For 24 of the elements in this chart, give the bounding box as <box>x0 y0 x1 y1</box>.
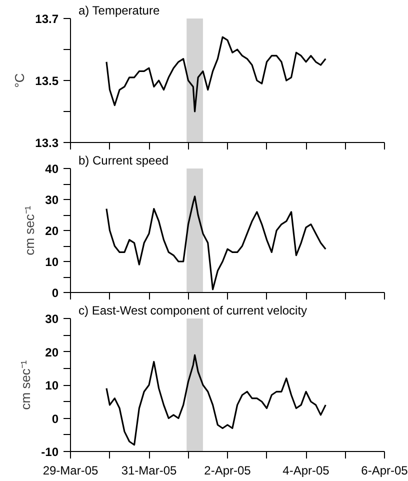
chart-title: b) Current speed <box>78 154 169 168</box>
y-tick-label: 10 <box>45 255 59 269</box>
y-tick-label: 30 <box>45 312 59 326</box>
y-tick-label: -10 <box>41 445 59 459</box>
y-tick-label: 0 <box>52 412 59 426</box>
y-axis-title: cm sec⁻¹ <box>18 360 34 410</box>
y-tick-label: 13.7 <box>35 12 59 26</box>
y-tick-label: 0 <box>52 286 59 300</box>
y-tick-label: 30 <box>45 193 59 207</box>
x-tick-label: 31-Mar-05 <box>121 464 178 478</box>
y-tick-label: 20 <box>45 224 59 238</box>
y-tick-label: 10 <box>45 378 59 392</box>
chart-title: a) Temperature <box>78 4 160 18</box>
x-tick-label: 6-Apr-05 <box>361 464 408 478</box>
y-axis-title: cm sec⁻¹ <box>22 205 38 256</box>
x-tick-label: 2-Apr-05 <box>204 464 252 478</box>
chart-title: c) East-West component of current velocity <box>78 304 308 318</box>
y-axis-title: °C <box>12 73 28 88</box>
y-tick-label: 13.3 <box>35 136 59 150</box>
x-tick-label: 4-Apr-05 <box>282 464 330 478</box>
y-tick-label: 20 <box>45 345 59 360</box>
y-tick-label: 40 <box>45 162 59 176</box>
y-tick-label: 13.5 <box>35 74 59 88</box>
x-tick-label: 29-Mar-05 <box>42 464 99 478</box>
